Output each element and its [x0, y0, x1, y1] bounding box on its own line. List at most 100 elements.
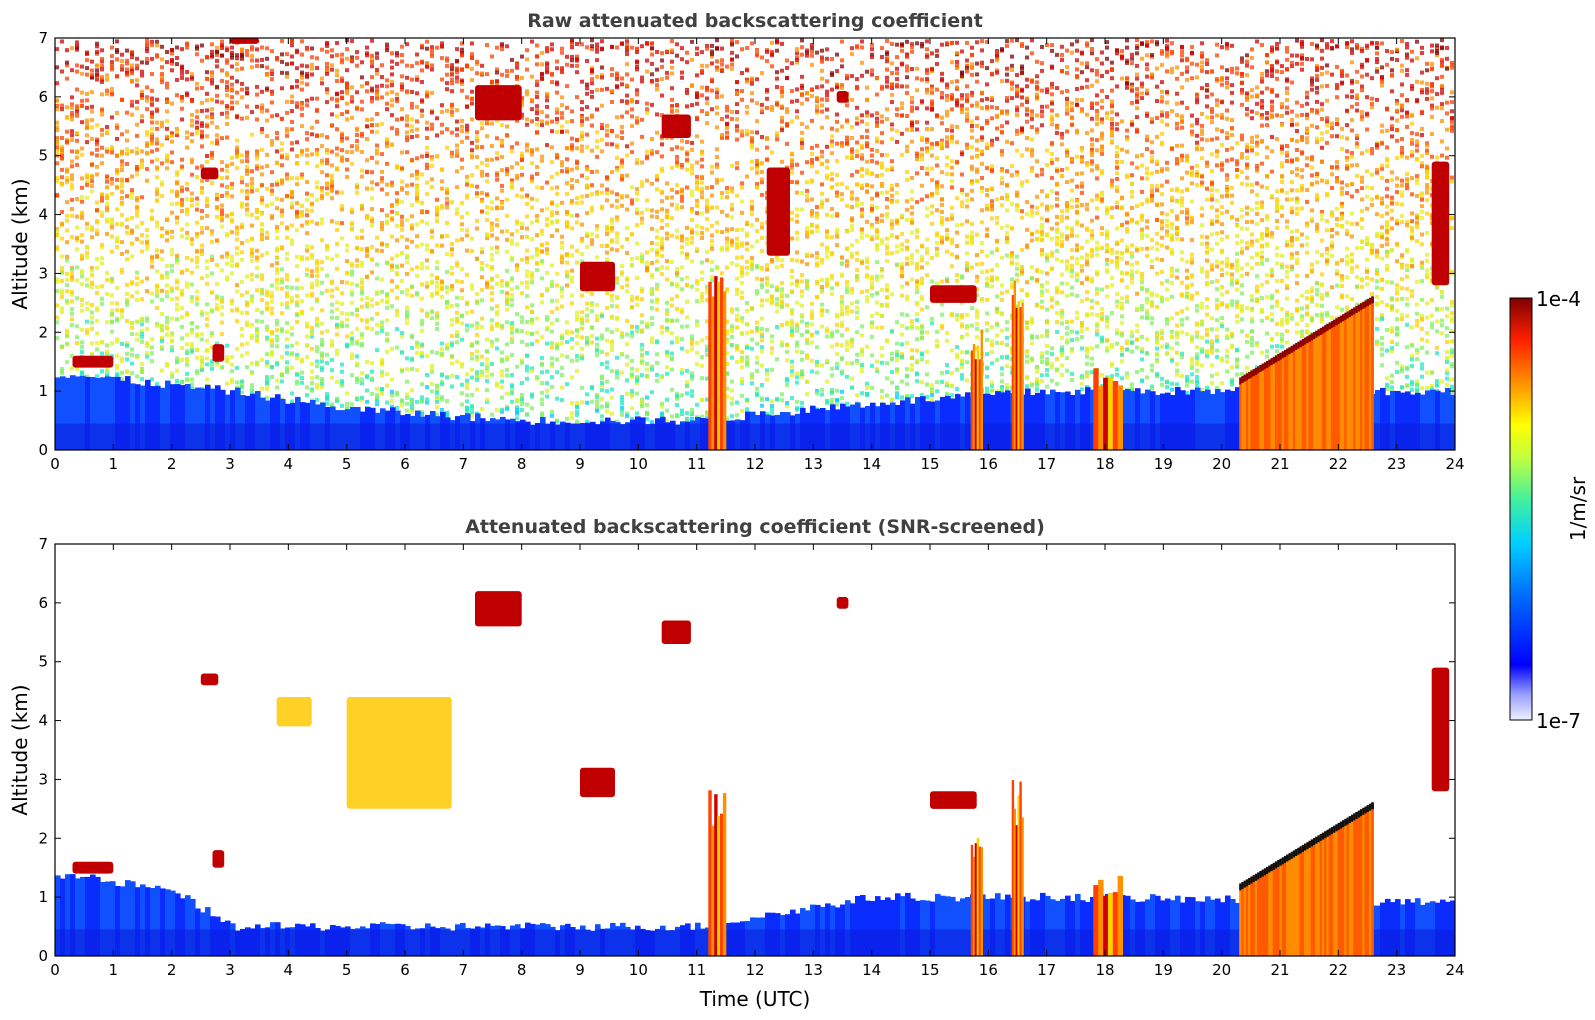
- noise-dot: [440, 205, 444, 210]
- noise-dot: [595, 192, 599, 197]
- noise-dot: [465, 123, 469, 128]
- noise-dot: [330, 149, 334, 154]
- noise-dot: [625, 52, 629, 57]
- noise-dot: [555, 210, 559, 215]
- noise-dot: [335, 315, 339, 320]
- noise-dot: [85, 179, 89, 184]
- noise-dot: [375, 55, 379, 60]
- noise-dot: [285, 337, 289, 342]
- noise-dot: [520, 360, 524, 365]
- noise-dot: [430, 248, 434, 253]
- noise-dot: [255, 337, 259, 342]
- noise-dot: [735, 166, 739, 171]
- noise-dot: [370, 257, 374, 262]
- noise-dot: [470, 78, 474, 83]
- noise-dot: [575, 196, 579, 200]
- noise-dot: [110, 329, 114, 334]
- noise-dot: [335, 97, 339, 102]
- noise-dot: [680, 287, 684, 292]
- noise-dot: [110, 222, 114, 227]
- noise-dot: [470, 375, 474, 380]
- noise-dot: [655, 300, 659, 305]
- noise-dot: [665, 222, 669, 227]
- noise-dot: [95, 44, 99, 49]
- noise-dot: [415, 198, 419, 203]
- noise-dot: [385, 372, 389, 377]
- noise-dot: [700, 376, 704, 381]
- noise-dot: [525, 364, 529, 369]
- noise-dot: [130, 68, 134, 73]
- noise-dot: [210, 240, 214, 244]
- noise-dot: [430, 310, 434, 315]
- noise-dot: [145, 318, 149, 323]
- noise-dot: [525, 368, 529, 373]
- noise-dot: [355, 133, 359, 137]
- noise-dot: [595, 145, 599, 150]
- noise-dot: [680, 138, 684, 143]
- noise-dot: [410, 158, 414, 163]
- noise-dot: [485, 374, 489, 379]
- noise-dot: [445, 305, 449, 310]
- noise-dot: [395, 131, 399, 136]
- noise-dot: [645, 361, 649, 366]
- noise-dot: [495, 312, 499, 317]
- noise-dot: [185, 342, 189, 347]
- noise-dot: [110, 87, 114, 91]
- noise-dot: [235, 237, 239, 242]
- noise-dot: [635, 378, 639, 383]
- noise-dot: [520, 291, 524, 296]
- noise-dot: [605, 123, 609, 128]
- noise-dot: [260, 165, 264, 170]
- noise-dot: [240, 257, 244, 262]
- noise-dot: [510, 287, 514, 292]
- noise-dot: [235, 56, 239, 61]
- noise-dot: [385, 244, 389, 249]
- noise-dot: [310, 346, 314, 351]
- noise-dot: [140, 96, 144, 100]
- noise-dot: [260, 358, 264, 362]
- noise-dot: [80, 253, 84, 258]
- noise-dot: [640, 347, 644, 352]
- noise-dot: [355, 128, 359, 132]
- noise-dot: [480, 145, 484, 150]
- noise-dot: [315, 180, 319, 185]
- noise-dot: [390, 65, 394, 70]
- noise-dot: [160, 44, 164, 49]
- noise-dot: [575, 58, 579, 63]
- noise-dot: [565, 382, 569, 387]
- noise-dot: [655, 248, 659, 253]
- noise-dot: [705, 284, 709, 289]
- noise-dot: [740, 97, 744, 102]
- noise-dot: [230, 377, 234, 382]
- noise-dot: [595, 318, 599, 323]
- noise-dot: [410, 366, 414, 371]
- noise-dot: [225, 80, 229, 85]
- noise-dot: [225, 115, 229, 120]
- noise-dot: [595, 234, 599, 239]
- noise-dot: [590, 183, 594, 188]
- noise-dot: [205, 196, 209, 201]
- noise-dot: [390, 267, 394, 272]
- noise-dot: [325, 361, 329, 365]
- noise-dot: [315, 185, 319, 190]
- noise-dot: [350, 210, 354, 214]
- noise-dot: [365, 274, 369, 279]
- noise-dot: [655, 235, 659, 240]
- noise-dot: [285, 129, 289, 134]
- noise-dot: [160, 226, 164, 231]
- noise-dot: [630, 77, 634, 82]
- noise-dot: [505, 406, 509, 411]
- noise-dot: [430, 273, 434, 278]
- noise-dot: [435, 412, 439, 417]
- noise-dot: [740, 380, 744, 384]
- noise-dot: [110, 62, 114, 67]
- noise-dot: [400, 227, 404, 232]
- noise-dot: [305, 244, 309, 249]
- noise-dot: [55, 141, 59, 146]
- noise-dot: [630, 406, 634, 411]
- noise-dot: [360, 263, 364, 268]
- noise-dot: [80, 370, 84, 375]
- noise-dot: [465, 135, 469, 140]
- noise-dot: [90, 75, 94, 80]
- noise-dot: [335, 79, 339, 83]
